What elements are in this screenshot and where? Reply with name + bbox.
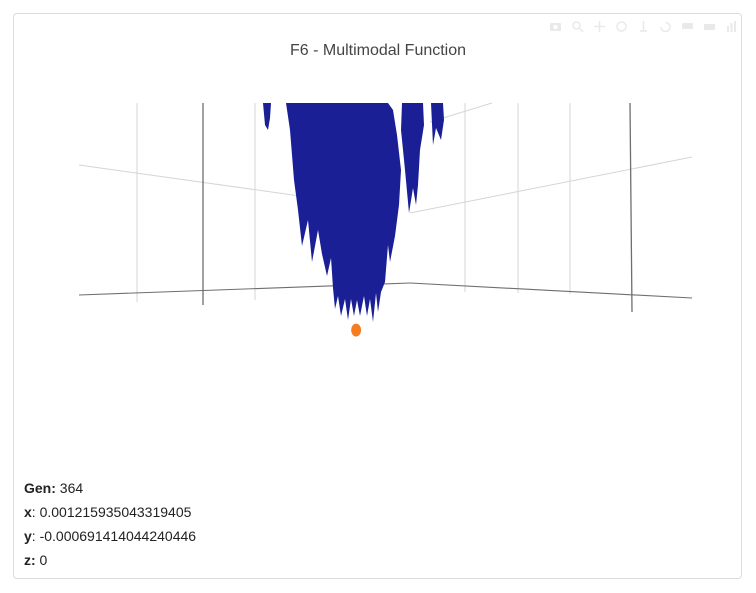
function-surface-left-tip <box>263 103 271 130</box>
info-panel: Gen: 364 x: 0.001215935043319405 y: -0.0… <box>24 476 196 572</box>
y-label: y <box>24 528 32 544</box>
turntable-icon[interactable] <box>637 20 650 33</box>
scene-axes <box>78 102 693 313</box>
y-row: y: -0.000691414044240446 <box>24 524 196 548</box>
z-row: z: 0 <box>24 548 196 572</box>
gen-label: Gen: <box>24 480 56 496</box>
x-row: x: 0.001215935043319405 <box>24 500 196 524</box>
plotly-logo-icon[interactable] <box>725 20 738 33</box>
chart-title: F6 - Multimodal Function <box>289 42 467 59</box>
modebar <box>549 20 738 33</box>
best-point-marker[interactable] <box>351 323 362 337</box>
x-value: : 0.001215935043319405 <box>31 504 192 520</box>
hover-icon[interactable] <box>681 20 694 33</box>
z-label: z: <box>24 552 36 568</box>
y-value: : -0.000691414044240446 <box>31 528 197 544</box>
function-surface-fold <box>401 103 424 213</box>
pan-icon[interactable] <box>593 20 606 33</box>
camera-icon[interactable] <box>549 20 562 33</box>
best-point <box>351 323 362 337</box>
function-surface-right-tip <box>431 103 444 145</box>
x-label: x <box>24 504 32 520</box>
gen-value: 364 <box>59 480 84 496</box>
gen-row: Gen: 364 <box>24 476 196 500</box>
z-value: 0 <box>35 552 48 568</box>
reset-icon[interactable] <box>659 20 672 33</box>
orbit-icon[interactable] <box>615 20 628 33</box>
function-surface <box>286 103 401 322</box>
zoom-icon[interactable] <box>571 20 584 33</box>
spike-icon[interactable] <box>703 20 716 33</box>
scene-grid <box>78 102 693 302</box>
